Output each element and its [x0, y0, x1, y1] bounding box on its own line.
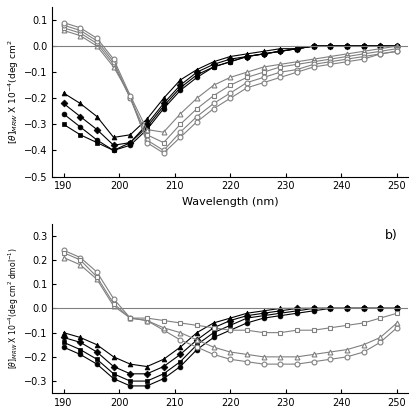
Text: b): b) [385, 229, 398, 242]
Y-axis label: $[\theta]_{MRW}$ X 10$^{-4}$(deg cm$^2$ dmol$^{-1}$): $[\theta]_{MRW}$ X 10$^{-4}$(deg cm$^2$ … [7, 248, 21, 369]
X-axis label: Wavelength (nm): Wavelength (nm) [182, 197, 278, 207]
Y-axis label: $[\theta]_{MRW}$ X 10$^{-4}$(deg cm$^2$: $[\theta]_{MRW}$ X 10$^{-4}$(deg cm$^2$ [7, 39, 21, 144]
